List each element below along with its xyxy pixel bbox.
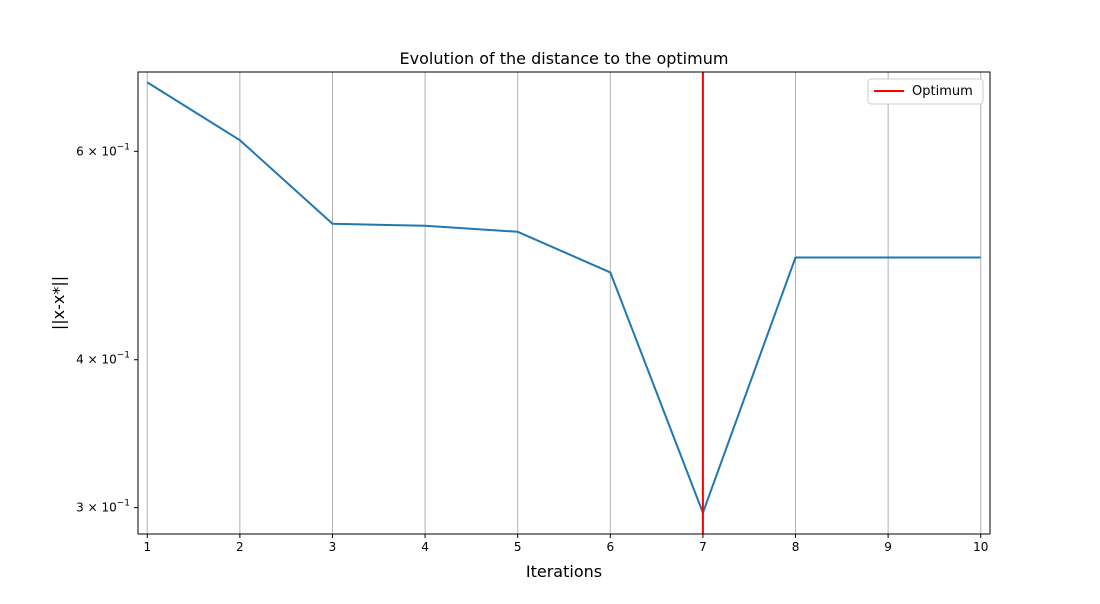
x-tick-label: 9 bbox=[884, 540, 892, 554]
legend: Optimum bbox=[868, 79, 983, 104]
chart-title: Evolution of the distance to the optimum bbox=[400, 49, 729, 68]
x-tick-label: 10 bbox=[973, 540, 988, 554]
y-axis-label: ||x-x*|| bbox=[49, 276, 68, 330]
legend-label-optimum: Optimum bbox=[912, 84, 973, 99]
x-tick-label: 8 bbox=[792, 540, 800, 554]
plot-area-background bbox=[138, 72, 990, 534]
x-axis-label: Iterations bbox=[526, 562, 602, 581]
x-tick-label: 3 bbox=[329, 540, 337, 554]
x-tick-label: 6 bbox=[606, 540, 614, 554]
x-tick-label: 4 bbox=[421, 540, 429, 554]
x-tick-label: 1 bbox=[143, 540, 151, 554]
x-tick-label: 7 bbox=[699, 540, 707, 554]
x-tick-label: 2 bbox=[236, 540, 244, 554]
x-tick-label: 5 bbox=[514, 540, 522, 554]
